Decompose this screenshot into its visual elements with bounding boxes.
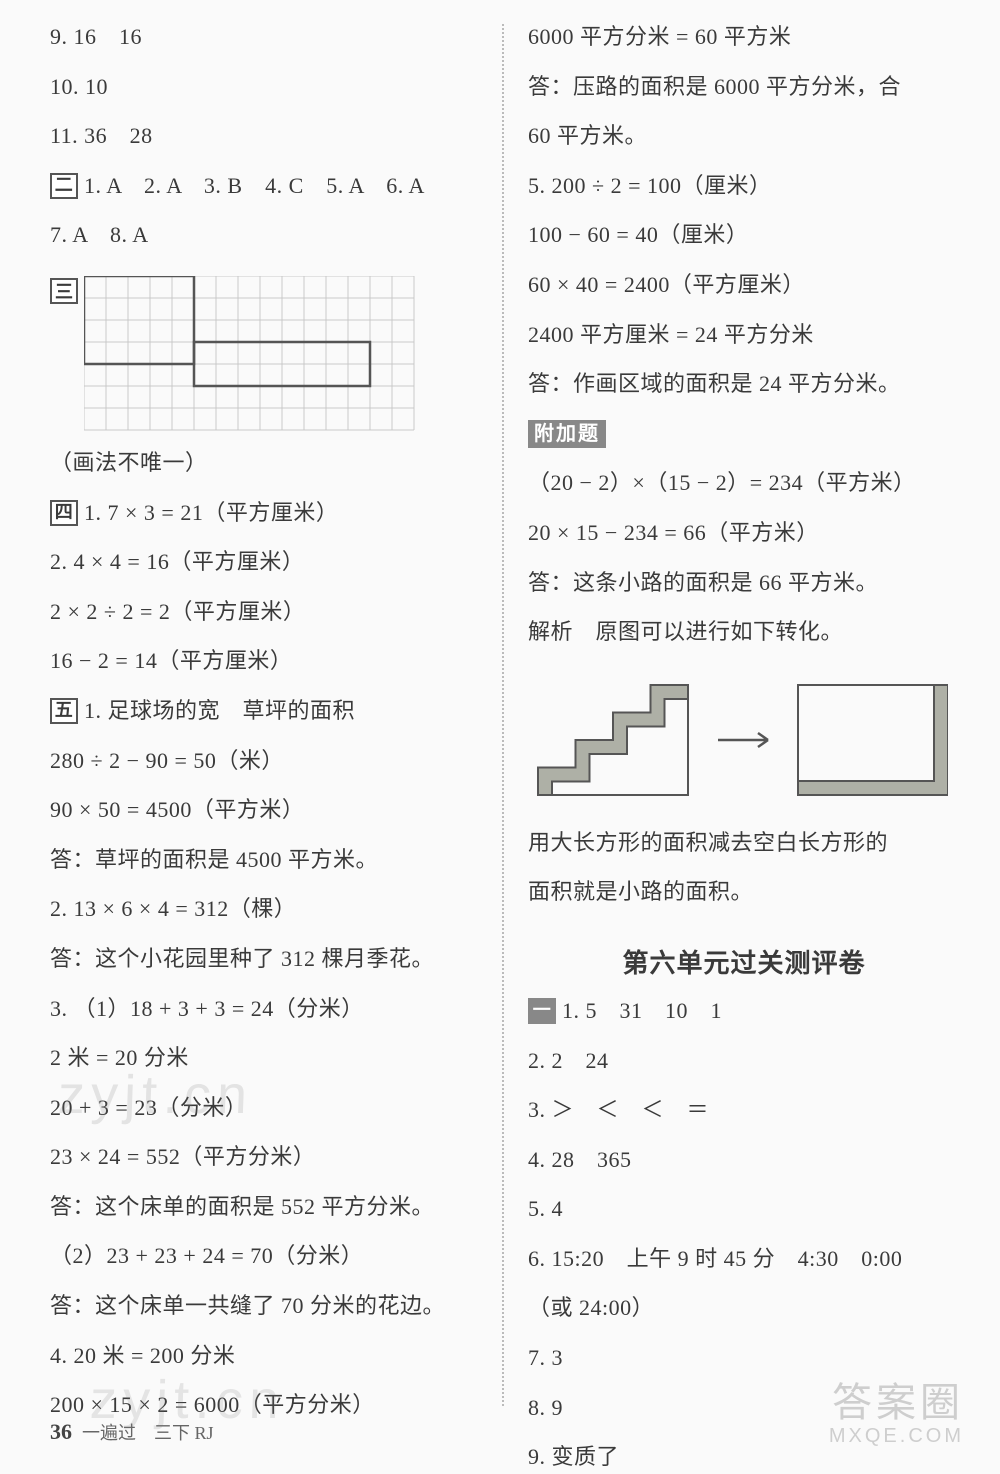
grid-note: （画法不唯一） bbox=[50, 446, 482, 480]
mc-answers: 1. A 2. A 3. B 4. C 5. A 6. A bbox=[84, 173, 425, 198]
answer-line: 90 × 50 = 4500（平方米） bbox=[50, 793, 482, 827]
page: 9. 16 16 10. 10 11. 36 28 二1. A 2. A 3. … bbox=[0, 0, 1000, 1410]
answer-line: 11. 36 28 bbox=[50, 119, 482, 153]
grid-svg bbox=[84, 276, 416, 432]
answer-line: 3. （1）18 + 3 + 3 = 24（分米） bbox=[50, 992, 482, 1026]
left-column: 9. 16 16 10. 10 11. 36 28 二1. A 2. A 3. … bbox=[50, 20, 502, 1410]
answer-line: 答：这条小路的面积是 66 平方米。 bbox=[528, 566, 960, 600]
answer-line: 答：压路的面积是 6000 平方分米，合 bbox=[528, 70, 960, 104]
answer-line: 9. 16 16 bbox=[50, 20, 482, 54]
mc-answers: 7. A 8. A bbox=[50, 218, 482, 252]
answer-line: 280 ÷ 2 − 90 = 50（米） bbox=[50, 744, 482, 778]
answer-line: 2 米 = 20 分米 bbox=[50, 1041, 482, 1075]
answer-line: 1. 足球场的宽 草坪的面积 bbox=[84, 698, 355, 723]
section-badge: 一 bbox=[528, 998, 556, 1024]
answer-line: 5. 4 bbox=[528, 1192, 960, 1226]
answer-line: （20 − 2）×（15 − 2）= 234（平方米） bbox=[528, 466, 960, 500]
answer-line: 60 × 40 = 2400（平方厘米） bbox=[528, 268, 960, 302]
page-number: 36 bbox=[50, 1419, 72, 1445]
section-4-line: 四1. 7 × 3 = 21（平方厘米） bbox=[50, 496, 482, 530]
unit-title: 第六单元过关测评卷 bbox=[528, 943, 960, 980]
answer-line: （或 24:00） bbox=[528, 1291, 960, 1325]
answer-line: 10. 10 bbox=[50, 70, 482, 104]
answer-line: 20 + 3 = 23（分米） bbox=[50, 1091, 482, 1125]
answer-line: 答：这个床单的面积是 552 平方分米。 bbox=[50, 1190, 482, 1224]
answer-line: 答：这个床单一共缝了 70 分米的花边。 bbox=[50, 1289, 482, 1323]
answer-line: 7. 3 bbox=[528, 1341, 960, 1375]
grid-figure: 三 bbox=[50, 276, 482, 432]
extra-heading: 附加题 bbox=[528, 417, 960, 451]
answer-line: 4. 20 米 = 200 分米 bbox=[50, 1339, 482, 1373]
section-badge: 四 bbox=[50, 500, 78, 526]
answer-line: 23 × 24 = 552（平方分米） bbox=[50, 1140, 482, 1174]
answer-line: 答：草坪的面积是 4500 平方米。 bbox=[50, 843, 482, 877]
answer-line: （2）23 + 23 + 24 = 70（分米） bbox=[50, 1239, 482, 1273]
transform-diagram bbox=[528, 675, 960, 810]
answer-line: 1. 5 31 10 1 bbox=[562, 998, 722, 1023]
answer-line: 16 − 2 = 14（平方厘米） bbox=[50, 644, 482, 678]
answer-line: 解析 原图可以进行如下转化。 bbox=[528, 615, 960, 649]
answer-line: 200 × 15 × 2 = 6000（平方分米） bbox=[50, 1388, 482, 1422]
answer-line: 5. 200 ÷ 2 = 100（厘米） bbox=[528, 169, 960, 203]
answer-line: 4. 28 365 bbox=[528, 1143, 960, 1177]
diagram-svg bbox=[528, 675, 948, 805]
answer-line: 3. ＞ ＜ ＜ ＝ bbox=[528, 1093, 960, 1127]
section-5-line: 五1. 足球场的宽 草坪的面积 bbox=[50, 694, 482, 728]
answer-line: 20 × 15 − 234 = 66（平方米） bbox=[528, 516, 960, 550]
answer-line: 2. 13 × 6 × 4 = 312（棵） bbox=[50, 892, 482, 926]
section-badge: 二 bbox=[50, 173, 78, 199]
footer-text: 一遍过 三下 RJ bbox=[82, 1419, 214, 1445]
answer-line: 答：这个小花园里种了 312 棵月季花。 bbox=[50, 942, 482, 976]
answer-line: 6000 平方分米 = 60 平方米 bbox=[528, 20, 960, 54]
section-badge: 五 bbox=[50, 698, 78, 724]
answer-line: 9. 变质了 bbox=[528, 1440, 960, 1474]
extra-badge: 附加题 bbox=[528, 420, 606, 448]
answer-line: 60 平方米。 bbox=[528, 119, 960, 153]
answer-line: 6. 15:20 上午 9 时 45 分 4:30 0:00 bbox=[528, 1242, 960, 1276]
answer-line: 用大长方形的面积减去空白长方形的 bbox=[528, 826, 960, 860]
answer-line: 面积就是小路的面积。 bbox=[528, 875, 960, 909]
section-2-line: 二1. A 2. A 3. B 4. C 5. A 6. A bbox=[50, 169, 482, 203]
answer-line: 8. 9 bbox=[528, 1391, 960, 1425]
answer-line: 100 − 60 = 40（厘米） bbox=[528, 218, 960, 252]
answer-line: 2. 2 24 bbox=[528, 1044, 960, 1078]
answer-line: 答：作画区域的面积是 24 平方分米。 bbox=[528, 367, 960, 401]
answer-line: 2. 4 × 4 = 16（平方厘米） bbox=[50, 545, 482, 579]
answer-line: 2400 平方厘米 = 24 平方分米 bbox=[528, 318, 960, 352]
answer-line: 1. 7 × 3 = 21（平方厘米） bbox=[84, 500, 338, 525]
section-badge: 三 bbox=[50, 278, 78, 304]
right-column: 6000 平方分米 = 60 平方米 答：压路的面积是 6000 平方分米，合 … bbox=[504, 20, 960, 1410]
section-1-line: 一1. 5 31 10 1 bbox=[528, 994, 960, 1028]
page-footer: 36 一遍过 三下 RJ bbox=[50, 1419, 214, 1445]
answer-line: 2 × 2 ÷ 2 = 2（平方厘米） bbox=[50, 595, 482, 629]
